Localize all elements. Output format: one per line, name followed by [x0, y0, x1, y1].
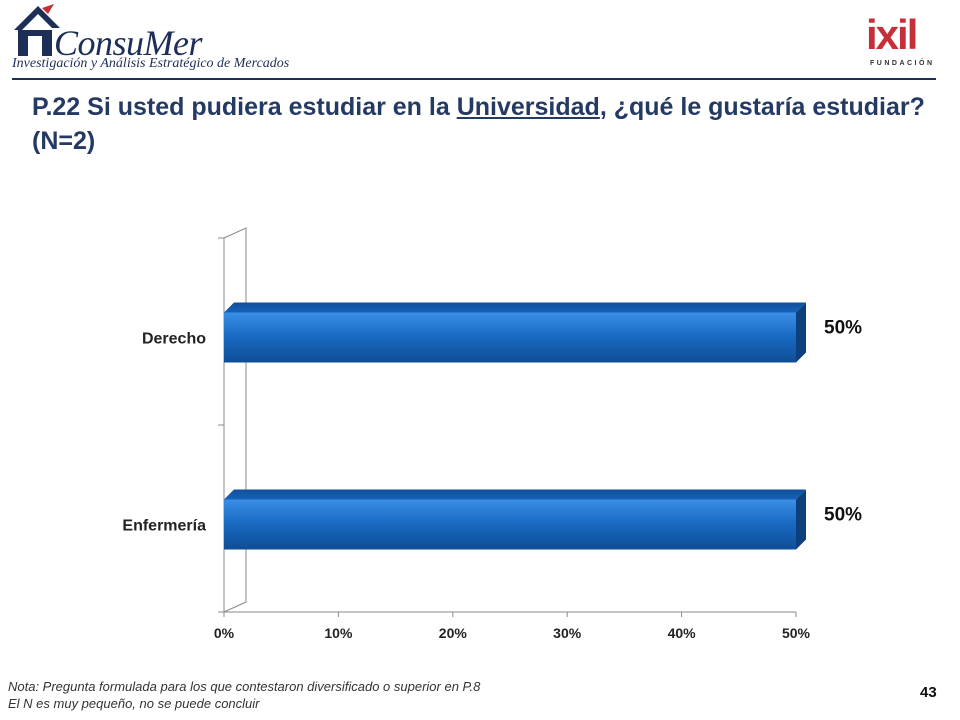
bar-side-face: [796, 302, 806, 363]
consumer-logo: ConsuMer Investigación y Análisis Estrat…: [8, 0, 298, 80]
bar-front-face: [224, 499, 796, 550]
category-label: Derecho: [142, 331, 206, 348]
category-label: Enfermería: [122, 518, 206, 535]
bar-top-face: [224, 489, 806, 500]
page-number: 43: [920, 684, 937, 701]
data-label: 50%: [824, 505, 862, 526]
bar-top-face: [224, 302, 806, 313]
title-suffix: , ¿qué le gustaría estudiar? (N=2): [32, 93, 925, 155]
footnote-line-2: El N es muy pequeño, no se puede conclui…: [8, 696, 260, 711]
bar-front-face: [224, 312, 796, 363]
bar-side-face: [796, 489, 806, 550]
x-tick-label: 30%: [553, 625, 582, 641]
x-tick-label: 10%: [324, 625, 353, 641]
footnote-line-1: Nota: Pregunta formulada para los que co…: [8, 679, 481, 694]
header-rule: [12, 78, 936, 80]
bar-1: [224, 302, 806, 363]
axis-back-wall: [223, 227, 247, 613]
chart-bars: [224, 302, 806, 550]
data-label: 50%: [824, 318, 862, 339]
brand-tagline: Investigación y Análisis Estratégico de …: [12, 56, 290, 71]
chart-labels: 0% 10% 20% 30% 40% 50% Derecho 50% Enfermería 50%: [122, 318, 862, 642]
ixil-logo: ixil FUNDACIÓN: [860, 12, 938, 72]
title-underlined: Universidad: [456, 93, 600, 121]
bar-2: [224, 489, 806, 550]
chart-axes: [218, 227, 797, 617]
house-emblem-icon: [14, 4, 60, 56]
partner-name: ixil: [866, 11, 918, 58]
footnote: Nota: Pregunta formulada para los que co…: [8, 678, 480, 712]
x-tick-label: 0%: [214, 625, 235, 641]
x-tick-label: 50%: [782, 625, 811, 641]
partner-sub: FUNDACIÓN: [870, 60, 935, 67]
x-tick-label: 20%: [439, 625, 468, 641]
slide-title: P.22 Si usted pudiera estudiar en la Uni…: [32, 90, 932, 158]
x-tick-label: 40%: [668, 625, 697, 641]
title-prefix: P.22 Si usted pudiera estudiar en la: [32, 93, 457, 121]
brand-name: ConsuMer: [54, 23, 203, 63]
